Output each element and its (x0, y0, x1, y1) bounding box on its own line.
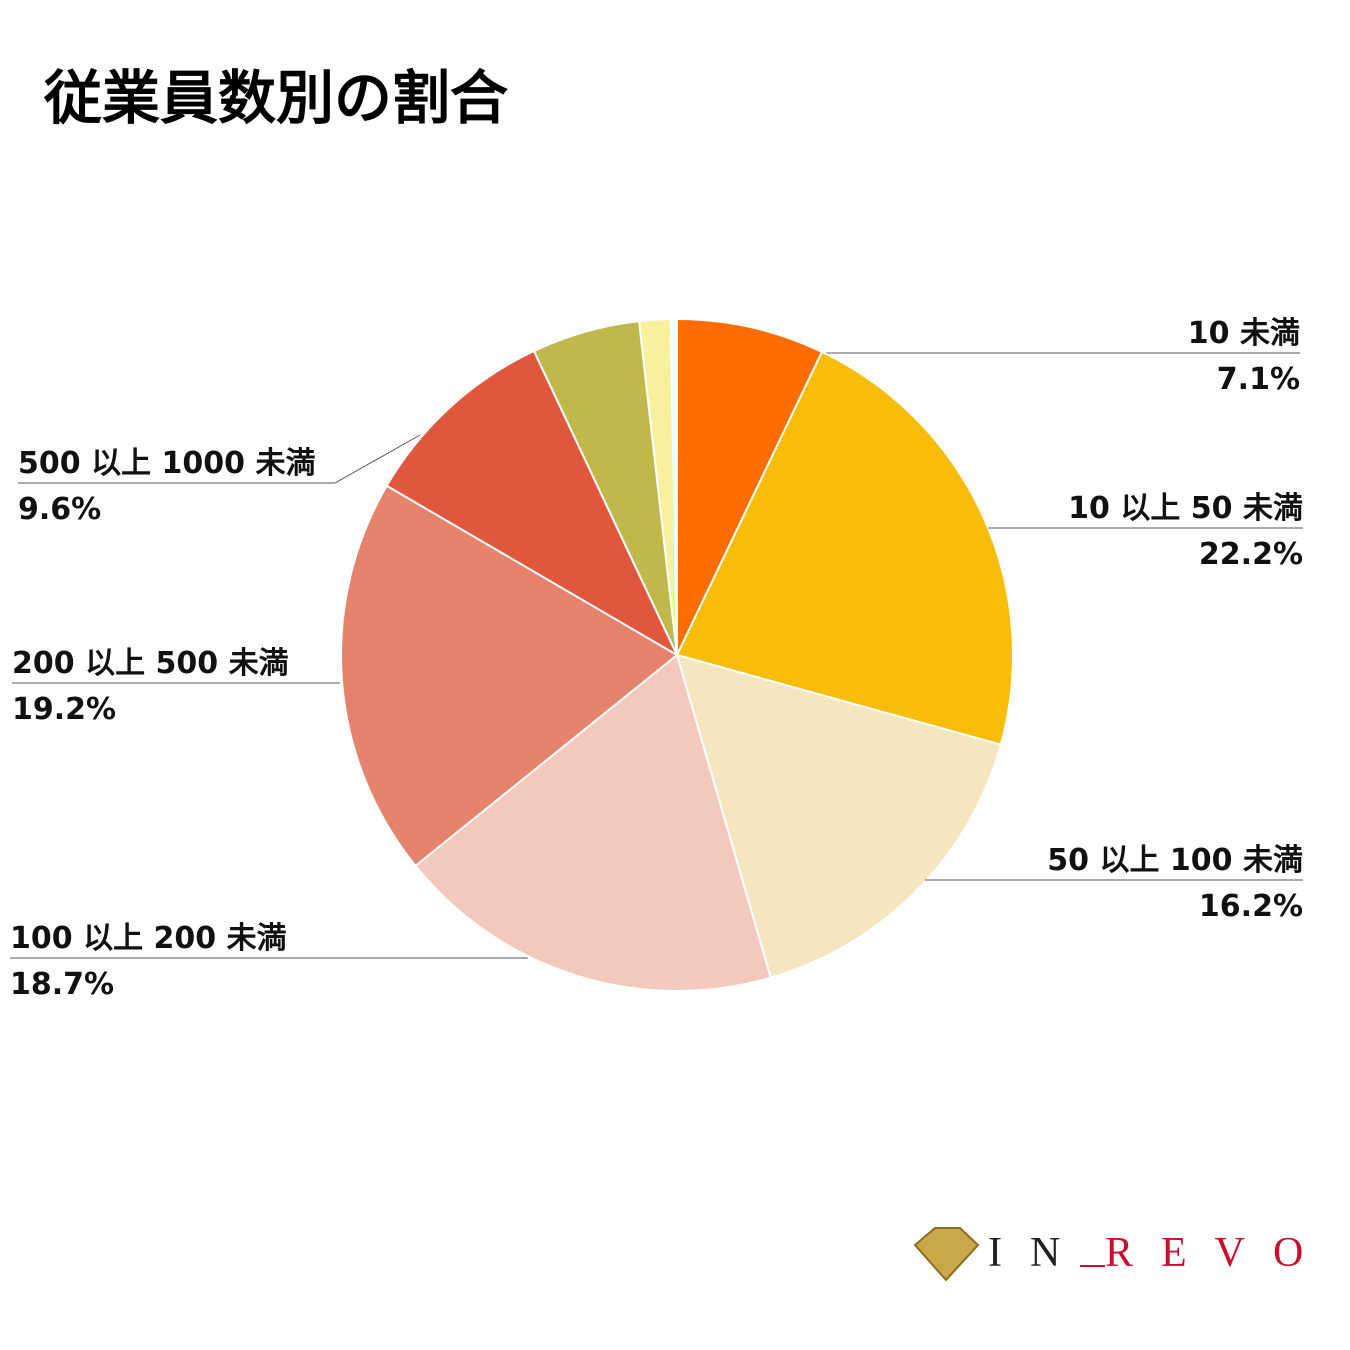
logo-prefix: IN (988, 1230, 1088, 1276)
slice-label: 10 未満 (1188, 316, 1300, 351)
slice-label: 200 以上 500 未満 (12, 646, 289, 681)
pie-slice (669, 317, 678, 656)
slice-label: 100 以上 200 未満 (10, 921, 287, 956)
pie-slice (414, 653, 772, 992)
slice-label: 10 以上 50 未満 (1068, 491, 1303, 526)
pie-slice (385, 349, 680, 658)
pie-slice (676, 317, 824, 656)
slice-label: 500 以上 1000 未満 (18, 446, 315, 481)
slice-label: 50 以上 100 未満 (1047, 843, 1303, 878)
pie-slice (675, 350, 1014, 746)
logo-icon (913, 1227, 980, 1282)
value-label: 7.1% (1217, 362, 1300, 397)
chart-title: 従業員数別の割合 (43, 64, 508, 132)
pie-slice (340, 484, 679, 868)
value-label: 18.7% (10, 967, 114, 1002)
value-label: 22.2% (1199, 537, 1303, 572)
value-label: 16.2% (1199, 889, 1303, 924)
leader-line (18, 434, 421, 484)
value-label: 19.2% (12, 692, 116, 727)
value-label: 9.6% (18, 492, 101, 527)
logo-suffix: REVO (1105, 1230, 1331, 1276)
pie-slice (675, 653, 1003, 979)
logo: IN REVO (913, 1227, 1331, 1282)
